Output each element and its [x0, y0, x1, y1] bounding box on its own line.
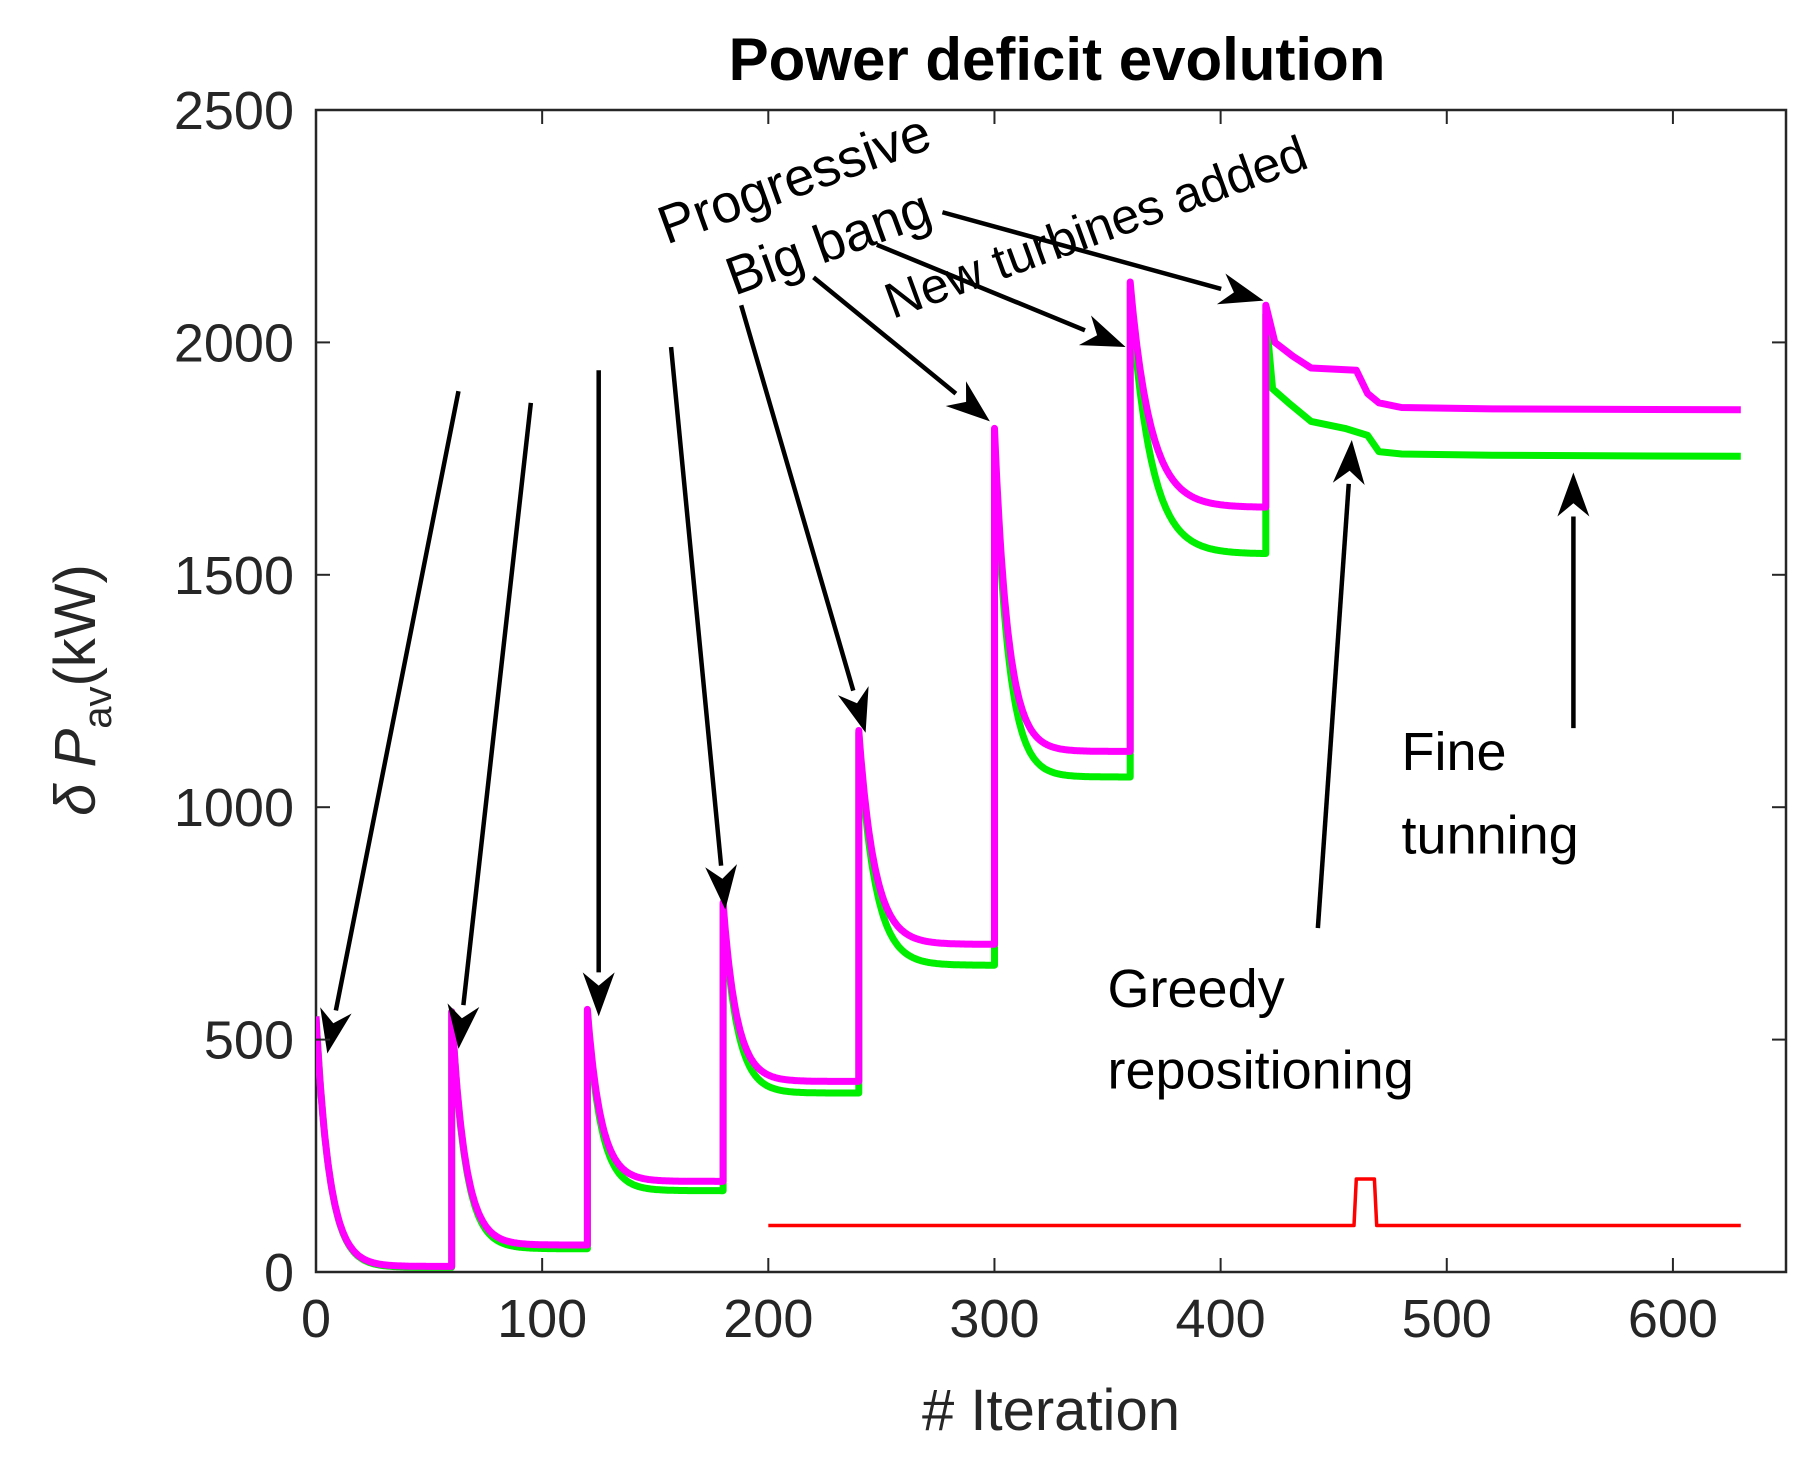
x-tick-label: 0 [301, 1289, 331, 1349]
annotation-arrow [739, 304, 869, 733]
arrow-head [1078, 315, 1126, 347]
arrow-head [320, 1007, 352, 1054]
plot-area [314, 108, 1788, 1274]
annotation-arrow [582, 370, 615, 1017]
plot-frame [314, 108, 1788, 1274]
arrow-head [945, 381, 990, 422]
series-line-red [768, 1177, 1741, 1228]
arrow-shaft [876, 242, 1086, 333]
y-axis-label-unit: (kW) [43, 564, 108, 686]
x-tick-label: 600 [1628, 1289, 1718, 1349]
y-tick-label: 1500 [174, 546, 294, 606]
arrow-shaft [812, 275, 958, 396]
annotation-arrow [320, 390, 461, 1054]
x-tick-label: 100 [497, 1289, 587, 1349]
annotation-label: Greedy [1108, 959, 1285, 1019]
series-layer [316, 278, 1741, 1271]
annotation-label: repositioning [1108, 1040, 1414, 1100]
x-axis-label: # Iteration [922, 1378, 1180, 1443]
y-tick-label: 2000 [174, 313, 294, 373]
arrow-head [837, 686, 869, 733]
arrow-shaft [1315, 483, 1351, 929]
x-tick-label: 500 [1402, 1289, 1492, 1349]
y-tick-label: 1000 [174, 778, 294, 838]
arrow-head [1557, 472, 1590, 517]
y-tick-label: 0 [264, 1243, 294, 1303]
annotation-arrow [1315, 440, 1365, 929]
y-tick-label: 2500 [174, 81, 294, 141]
arrow-shaft [461, 402, 534, 1006]
arrow-shaft [668, 346, 724, 866]
ticks-layer: 0 100 200 300 400 500 600 0 500 1000 1500 2000 2500 [174, 81, 1786, 1349]
arrow-layer [320, 210, 1590, 1054]
y-tick-label: 500 [204, 1011, 294, 1071]
arrow-shaft [739, 304, 856, 692]
chart-title: Power deficit evolution [729, 26, 1386, 93]
x-tick-label: 400 [1176, 1289, 1266, 1349]
y-axis-label: δ Pav(kW) [43, 564, 120, 816]
series-line-magenta [316, 278, 1741, 1270]
annotation-arrow [668, 346, 737, 910]
annotation-arrow [876, 242, 1126, 347]
annotation-arrow [1557, 472, 1590, 729]
annotation-arrow [447, 402, 534, 1049]
annotation-arrow [812, 275, 990, 422]
x-tick-label: 300 [949, 1289, 1039, 1349]
arrow-shaft [941, 210, 1222, 292]
arrow-head [447, 1003, 480, 1049]
arrow-head [582, 972, 615, 1017]
arrow-head [705, 864, 737, 910]
annotation-label: tunning [1402, 806, 1579, 866]
arrow-head [1216, 273, 1264, 305]
y-axis-label-main: δ P [43, 728, 108, 815]
arrow-head [1332, 440, 1365, 485]
annotation-label: Fine [1402, 722, 1507, 782]
annotation-arrow [941, 210, 1264, 305]
x-tick-label: 200 [723, 1289, 813, 1349]
arrow-shaft [333, 390, 461, 1011]
y-axis-label-sub: av [76, 687, 120, 729]
